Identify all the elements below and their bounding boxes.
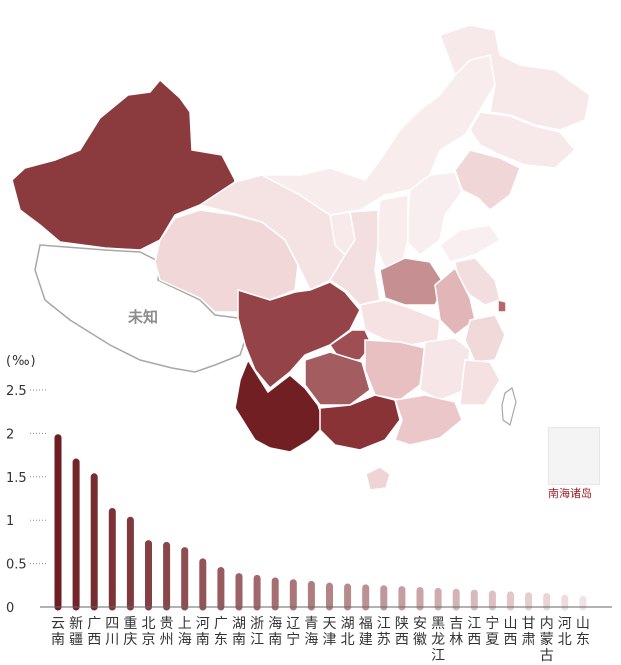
x-tick-label: 湖南 (232, 616, 246, 648)
region-hainan[interactable] (365, 466, 391, 491)
x-tick-label: 甘肃 (522, 616, 536, 648)
region-guizhou[interactable] (304, 351, 371, 406)
region-jilin[interactable] (469, 111, 577, 169)
region-taiwan[interactable] (501, 387, 517, 426)
x-tick-label: 广西 (87, 616, 101, 648)
x-tick-label: 宁夏 (485, 615, 499, 648)
map-unknown-label: 未知 (127, 308, 158, 326)
region-heilongjiang[interactable] (439, 24, 591, 131)
y-axis: 0 0.5 1 1.5 2 2.5 (6, 384, 46, 616)
y-axis-unit-label: (‰) (6, 354, 37, 369)
y-tick-label: 2.5 (6, 384, 27, 399)
x-tick-label: 青海 (304, 616, 318, 648)
region-qinghai[interactable] (154, 209, 299, 313)
x-tick-label: 江苏 (377, 616, 391, 648)
region-xinjiang[interactable] (11, 78, 236, 251)
region-fujian[interactable] (459, 359, 501, 406)
x-tick-label: 黑龙江 (431, 616, 445, 664)
y-tick-label: 0 (6, 601, 14, 616)
x-tick-label: 内蒙古 (540, 616, 554, 664)
x-tick-label: 河北 (558, 616, 572, 648)
x-tick-label: 安徽 (413, 616, 427, 648)
x-tick-label: 新疆 (69, 616, 83, 648)
x-tick-label: 天津 (323, 616, 337, 648)
region-guangdong[interactable] (393, 394, 463, 446)
x-tick-label: 福建 (359, 616, 373, 648)
x-tick-label: 辽宁 (286, 616, 300, 648)
y-tick-label: 1.5 (6, 471, 27, 486)
x-tick-label: 浙江 (250, 616, 264, 648)
region-guangxi[interactable] (319, 394, 401, 451)
x-tick-label: 山东 (576, 616, 590, 648)
x-tick-label: 山西 (504, 616, 518, 648)
x-tick-label: 吉林 (449, 616, 463, 648)
x-tick-label: 上海 (178, 616, 192, 648)
bar-series (54, 434, 587, 611)
x-tick-label: 云南 (51, 616, 65, 648)
x-tick-label: 贵州 (160, 616, 174, 648)
x-tick-label: 海南 (268, 616, 282, 648)
x-tick-label: 陕西 (395, 616, 409, 648)
x-tick-label: 湖北 (341, 616, 355, 648)
x-axis-labels: 云南新疆广西四川重庆北京贵州上海河南广东湖南浙江海南辽宁青海天津湖北福建江苏陕西… (51, 615, 590, 664)
south-sea-inset-label: 南海诸岛 (548, 487, 592, 500)
x-tick-label: 江西 (467, 616, 481, 648)
y-tick-label: 0.5 (6, 558, 27, 573)
x-tick-label: 四川 (105, 616, 119, 648)
region-shandong[interactable] (439, 224, 502, 263)
region-yunnan[interactable] (234, 358, 326, 453)
y-tick-label: 1 (6, 514, 14, 529)
region-zhejiang[interactable] (464, 314, 506, 363)
x-tick-label: 河南 (196, 616, 210, 648)
y-tick-label: 2 (6, 427, 14, 442)
x-tick-label: 北京 (142, 616, 156, 648)
x-tick-label: 重庆 (123, 616, 137, 648)
region-hunan[interactable] (364, 339, 426, 401)
x-tick-label: 广东 (214, 616, 228, 648)
region-shanghai[interactable] (497, 299, 507, 313)
south-sea-inset (548, 427, 600, 485)
